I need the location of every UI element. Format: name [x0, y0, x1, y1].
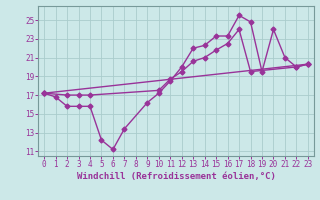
X-axis label: Windchill (Refroidissement éolien,°C): Windchill (Refroidissement éolien,°C) [76, 172, 276, 181]
